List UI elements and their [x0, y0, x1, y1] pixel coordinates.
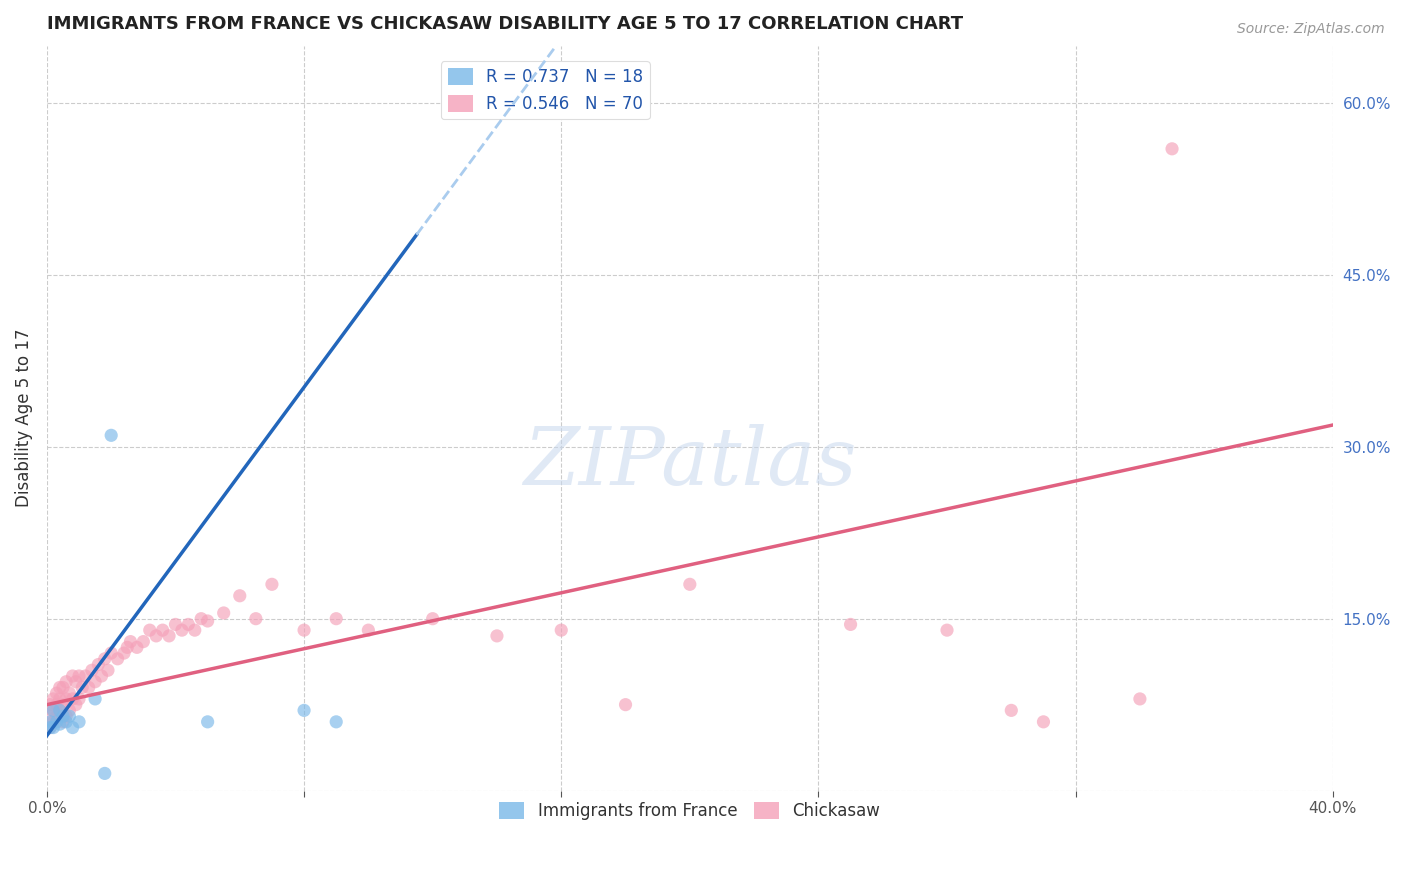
Point	[55, 709, 77, 723]
Point	[45, 709, 67, 723]
Point	[90, 669, 112, 683]
Point	[107, 652, 129, 666]
Point	[1129, 692, 1152, 706]
Point	[42, 703, 65, 717]
Point	[70, 681, 93, 695]
Point	[1032, 714, 1054, 729]
Point	[48, 681, 70, 695]
Point	[65, 698, 87, 712]
Point	[52, 709, 75, 723]
Point	[190, 612, 212, 626]
Point	[112, 646, 135, 660]
Point	[157, 629, 180, 643]
Point	[839, 617, 862, 632]
Point	[75, 669, 97, 683]
Text: Source: ZipAtlas.com: Source: ZipAtlas.com	[1237, 22, 1385, 37]
Point	[125, 640, 148, 655]
Point	[197, 614, 219, 628]
Point	[80, 663, 103, 677]
Point	[325, 714, 347, 729]
Point	[55, 674, 77, 689]
Point	[84, 674, 107, 689]
Point	[212, 606, 235, 620]
Point	[48, 703, 70, 717]
Point	[67, 692, 90, 706]
Point	[132, 634, 155, 648]
Point	[45, 698, 67, 712]
Point	[679, 577, 702, 591]
Point	[184, 623, 207, 637]
Point	[94, 652, 117, 666]
Point	[117, 640, 139, 655]
Point	[84, 692, 107, 706]
Point	[422, 612, 444, 626]
Point	[67, 669, 90, 683]
Point	[325, 612, 347, 626]
Point	[485, 629, 508, 643]
Point	[292, 623, 315, 637]
Text: ZIPatlas: ZIPatlas	[523, 424, 856, 501]
Point	[48, 703, 70, 717]
Point	[58, 709, 80, 723]
Point	[94, 766, 117, 780]
Point	[550, 623, 572, 637]
Point	[48, 692, 70, 706]
Point	[42, 703, 65, 717]
Point	[45, 714, 67, 729]
Point	[62, 692, 84, 706]
Point	[145, 629, 167, 643]
Point	[170, 623, 193, 637]
Y-axis label: Disability Age 5 to 17: Disability Age 5 to 17	[15, 329, 32, 508]
Point	[42, 714, 65, 729]
Point	[52, 714, 75, 729]
Point	[936, 623, 959, 637]
Point	[45, 686, 67, 700]
Point	[120, 634, 142, 648]
Point	[229, 589, 252, 603]
Point	[292, 703, 315, 717]
Point	[52, 681, 75, 695]
Point	[177, 617, 200, 632]
Point	[39, 698, 62, 712]
Point	[260, 577, 283, 591]
Point	[65, 674, 87, 689]
Point	[197, 714, 219, 729]
Legend: Immigrants from France, Chickasaw: Immigrants from France, Chickasaw	[492, 796, 887, 827]
Point	[42, 692, 65, 706]
Point	[58, 703, 80, 717]
Point	[97, 663, 120, 677]
Point	[62, 669, 84, 683]
Point	[48, 717, 70, 731]
Point	[245, 612, 267, 626]
Point	[100, 646, 122, 660]
Point	[87, 657, 110, 672]
Point	[152, 623, 174, 637]
Point	[614, 698, 637, 712]
Point	[67, 714, 90, 729]
Point	[39, 721, 62, 735]
Point	[62, 721, 84, 735]
Point	[139, 623, 162, 637]
Point	[42, 721, 65, 735]
Point	[39, 709, 62, 723]
Point	[165, 617, 187, 632]
Point	[1161, 142, 1184, 156]
Point	[52, 698, 75, 712]
Point	[58, 686, 80, 700]
Point	[55, 692, 77, 706]
Point	[357, 623, 380, 637]
Point	[77, 681, 100, 695]
Point	[100, 428, 122, 442]
Point	[55, 714, 77, 729]
Text: IMMIGRANTS FROM FRANCE VS CHICKASAW DISABILITY AGE 5 TO 17 CORRELATION CHART: IMMIGRANTS FROM FRANCE VS CHICKASAW DISA…	[46, 15, 963, 33]
Point	[1000, 703, 1022, 717]
Point	[39, 721, 62, 735]
Point	[39, 714, 62, 729]
